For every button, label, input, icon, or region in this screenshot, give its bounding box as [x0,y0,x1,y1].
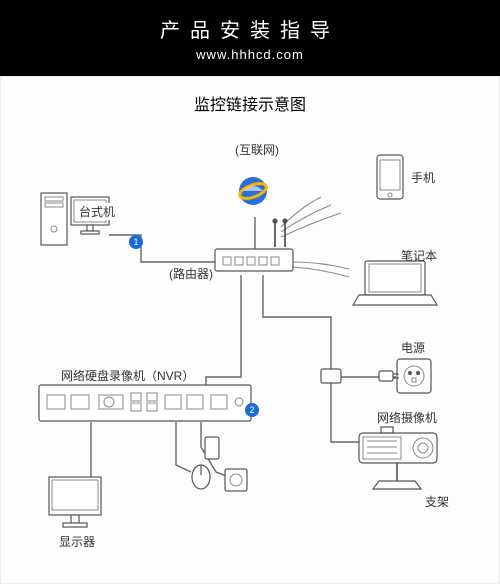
mouse-icon [192,465,210,489]
label-phone: 手机 [411,169,435,186]
label-power: 电源 [401,339,425,356]
label-bracket: 支架 [425,493,449,510]
label-laptop: 笔记本 [401,247,437,264]
label-ipcam: 网络摄像机 [377,409,437,426]
label-internet: (互联网) [235,141,279,158]
label-monitor: 显示器 [59,533,95,550]
nvr-icon [39,385,251,421]
plug-icon [379,371,399,381]
website-url: www.hhhcd.com [0,47,500,62]
ipcam-icon [359,427,437,489]
desktop-tower-icon [41,193,67,245]
page-title: 产品安装指导 [0,14,500,43]
marker-2: 2 [245,403,259,417]
adapter-icon [205,437,219,459]
label-nvr: 网络硬盘录像机（NVR） [61,367,194,384]
monitor-icon [49,477,101,527]
nvr-outlet-icon [225,469,247,491]
internet-icon [238,177,268,205]
diagram-canvas: 监控链接示意图 [0,76,500,584]
laptop-icon [353,261,437,305]
splitter-icon [321,369,341,383]
label-desktop: 台式机 [77,203,117,220]
marker-1: 1 [129,235,143,249]
phone-icon [377,155,403,199]
header-banner: 产品安装指导 www.hhhcd.com [0,0,500,76]
power-outlet-icon [397,359,431,393]
label-router: (路由器) [169,265,213,282]
